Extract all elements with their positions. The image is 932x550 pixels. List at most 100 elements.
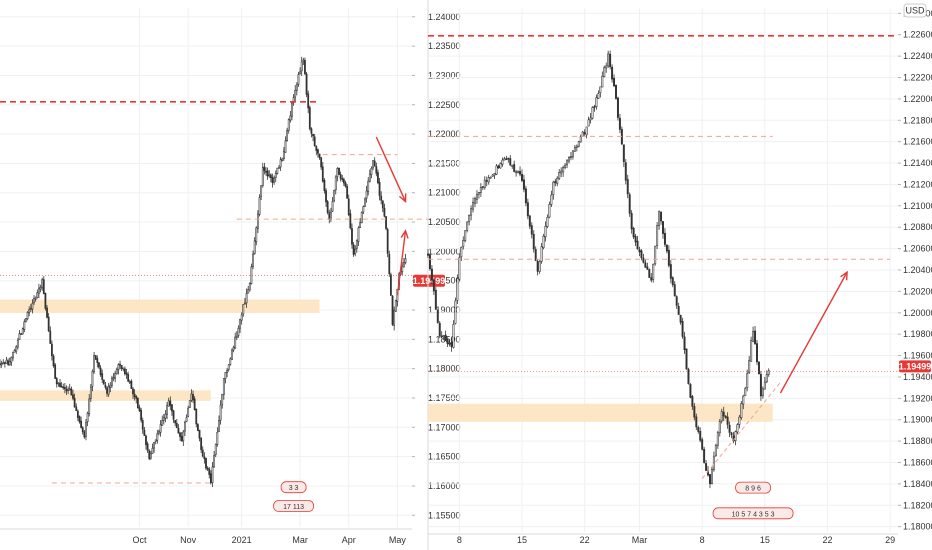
y-tick-label: 1.20000 [903, 308, 932, 318]
chart-panel-right[interactable]: 8 9 6 10 5 7 4 3 5 3 1.18000 1.18200 1.18400… [427, 3, 932, 545]
candle-down [135, 396, 138, 399]
price-axis[interactable]: 1.18000 1.18200 1.18400 1.18600 1.18800 1.190… [898, 8, 932, 532]
candle-up [289, 115, 292, 121]
candle-up [750, 340, 753, 362]
candle-up [372, 160, 374, 168]
candle-down [505, 158, 508, 161]
candle-down [521, 174, 523, 181]
currency-pill [903, 3, 927, 18]
support-zone[interactable] [0, 299, 320, 313]
y-tick-label: 1.23500 [428, 41, 461, 51]
candle-down [63, 386, 66, 390]
candle-down [685, 348, 688, 370]
candle-up [515, 171, 518, 174]
candle-down [177, 428, 180, 434]
projection-arrow[interactable] [396, 229, 409, 296]
candle-up [566, 160, 569, 166]
candle-up [255, 227, 258, 243]
candle-down [671, 277, 674, 286]
projection-arrow[interactable] [779, 270, 848, 394]
x-tick-label: 22 [822, 535, 832, 545]
candle-up [229, 358, 232, 365]
candle-down [622, 144, 625, 163]
candle-down [133, 393, 136, 398]
candle-up [354, 248, 357, 254]
candle-down [269, 174, 272, 179]
candle-down [130, 380, 133, 389]
y-tick-label: 1.20600 [903, 244, 932, 254]
time-axis[interactable]: Oct Nov 2021 Mar Apr May [0, 528, 412, 545]
event-badge[interactable]: 3 3 [280, 481, 307, 494]
y-tick-label: 1.22000 [428, 129, 461, 139]
support-zone[interactable] [0, 390, 211, 401]
candle-down [618, 117, 621, 130]
candle-up [556, 177, 559, 184]
x-tick-label: 15 [517, 535, 527, 545]
candle-down [383, 207, 386, 217]
candle-down [265, 170, 267, 173]
x-tick-label: Apr [342, 535, 356, 545]
last-price-label: 1.19499 [899, 361, 932, 371]
candle-down [310, 128, 313, 134]
candle-down [180, 436, 183, 442]
candle-up [240, 314, 243, 321]
chart-panel-left[interactable]: 3 3 17 113 1.15500 1.16000 1.16500 1.17000 1.1… [0, 8, 461, 545]
candle-down [271, 177, 274, 184]
time-axis[interactable]: 8 15 22 Mar 8 15 22 29 [428, 533, 898, 545]
candle-up [573, 147, 576, 152]
candle-down [373, 160, 376, 167]
candle-down [754, 330, 757, 345]
y-tick-label: 1.18000 [428, 364, 461, 374]
candle-down [352, 244, 355, 255]
candle-up [468, 214, 471, 223]
candle-down [385, 216, 387, 229]
candle-down [76, 410, 79, 418]
candle-up [257, 213, 259, 229]
candle-up [767, 370, 770, 375]
support-zone[interactable] [428, 403, 773, 422]
candle-down [436, 309, 439, 323]
event-badge[interactable]: 17 113 [273, 500, 314, 512]
candle-up [41, 279, 44, 288]
candle-down [388, 254, 391, 275]
candle-down [349, 213, 352, 229]
candle-down [528, 215, 531, 227]
candle-up [219, 404, 222, 421]
badge-label: 3 3 [289, 485, 299, 492]
event-badge[interactable]: 8 9 6 [735, 481, 771, 494]
candle-down [338, 167, 340, 175]
candle-up [29, 308, 32, 310]
projection-arrow[interactable] [375, 136, 407, 203]
candle-up [20, 333, 22, 335]
candle-down [756, 343, 758, 363]
candle-down [759, 374, 762, 397]
candle-up [716, 432, 719, 446]
candle-down [209, 473, 212, 484]
candle-down [636, 240, 639, 250]
candle-up [247, 289, 250, 294]
candle-up [394, 300, 397, 312]
candle-up [367, 180, 370, 192]
candle-up [164, 413, 167, 419]
y-tick-label: 1.16500 [428, 452, 461, 462]
y-tick-label: 1.24000 [428, 12, 461, 22]
candle-down [681, 320, 684, 337]
candle-up [603, 67, 606, 78]
event-badge[interactable]: 10 5 7 4 3 5 3 [712, 507, 794, 520]
currency-button[interactable]: USD [903, 3, 927, 18]
candle-up [10, 357, 13, 363]
candle-down [375, 166, 378, 174]
currency-label: USD [905, 6, 925, 16]
candle-up [115, 369, 118, 375]
x-tick-label: Mar [292, 535, 308, 545]
candle-up [368, 173, 371, 182]
candle-down [497, 165, 500, 169]
candle-up [479, 187, 482, 193]
candle-down [526, 202, 529, 217]
candle-down [662, 221, 664, 234]
candle-up [765, 374, 768, 383]
candle-up [364, 198, 366, 207]
candle-up [235, 335, 238, 338]
candle-down [444, 334, 447, 341]
